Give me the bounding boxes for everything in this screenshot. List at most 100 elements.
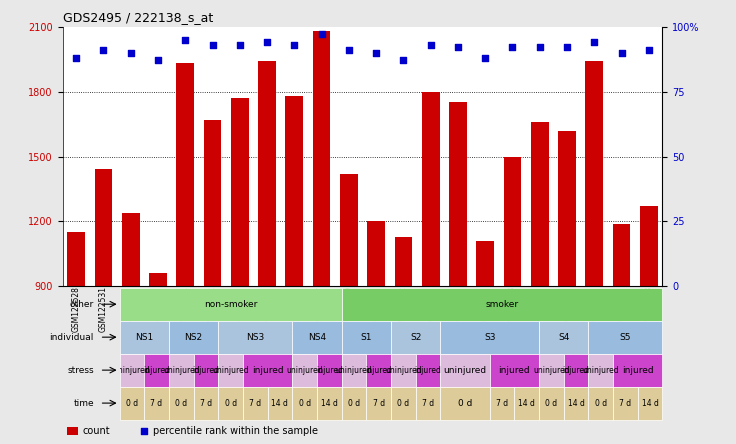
Bar bbox=[613, 353, 662, 387]
Bar bbox=[149, 274, 167, 286]
Text: injured: injured bbox=[622, 365, 654, 375]
Text: uninjured: uninjured bbox=[533, 365, 570, 375]
Point bbox=[71, 54, 82, 61]
Text: 0 d: 0 d bbox=[595, 399, 606, 408]
Text: uninjured: uninjured bbox=[385, 365, 422, 375]
Bar bbox=[588, 321, 662, 353]
Bar bbox=[219, 387, 243, 420]
Text: injured: injured bbox=[252, 365, 283, 375]
Point bbox=[138, 427, 150, 434]
Text: non-smoker: non-smoker bbox=[204, 300, 258, 309]
Text: 0 d: 0 d bbox=[458, 399, 473, 408]
Text: 0 d: 0 d bbox=[299, 399, 311, 408]
Point bbox=[370, 49, 382, 56]
Bar bbox=[539, 321, 588, 353]
Bar bbox=[194, 387, 219, 420]
Point bbox=[343, 47, 355, 54]
Bar bbox=[144, 353, 169, 387]
Bar bbox=[449, 103, 467, 286]
Point bbox=[452, 44, 464, 51]
Text: 7 d: 7 d bbox=[496, 399, 508, 408]
Point bbox=[261, 39, 273, 46]
Text: 7 d: 7 d bbox=[619, 399, 631, 408]
Bar bbox=[440, 353, 489, 387]
Point bbox=[561, 44, 573, 51]
Bar bbox=[313, 31, 330, 286]
Text: NS4: NS4 bbox=[308, 333, 326, 342]
Point bbox=[207, 41, 219, 48]
Bar bbox=[613, 387, 637, 420]
Point bbox=[152, 57, 164, 64]
Text: other: other bbox=[70, 300, 94, 309]
Bar bbox=[268, 387, 292, 420]
Bar bbox=[637, 387, 662, 420]
Point bbox=[479, 54, 491, 61]
Text: 7 d: 7 d bbox=[250, 399, 261, 408]
Text: uninjured: uninjured bbox=[443, 365, 486, 375]
Text: 7 d: 7 d bbox=[372, 399, 385, 408]
Bar bbox=[440, 387, 489, 420]
Text: uninjured: uninjured bbox=[582, 365, 619, 375]
Bar bbox=[342, 288, 662, 321]
Text: 14 d: 14 d bbox=[321, 399, 338, 408]
Point bbox=[98, 47, 110, 54]
Text: injured: injured bbox=[414, 365, 442, 375]
Bar bbox=[503, 157, 521, 286]
Bar bbox=[489, 387, 514, 420]
Bar bbox=[119, 387, 144, 420]
Point bbox=[125, 49, 137, 56]
Bar bbox=[169, 321, 219, 353]
Text: S2: S2 bbox=[410, 333, 421, 342]
Bar bbox=[119, 353, 144, 387]
Bar bbox=[67, 232, 85, 286]
Text: S3: S3 bbox=[484, 333, 495, 342]
Bar bbox=[422, 91, 439, 286]
Bar bbox=[231, 98, 249, 286]
Point bbox=[180, 36, 191, 43]
Text: NS1: NS1 bbox=[135, 333, 153, 342]
Bar bbox=[342, 387, 367, 420]
Point bbox=[506, 44, 518, 51]
Bar bbox=[169, 353, 194, 387]
Text: S1: S1 bbox=[361, 333, 372, 342]
Text: GDS2495 / 222138_s_at: GDS2495 / 222138_s_at bbox=[63, 11, 213, 24]
Bar bbox=[204, 120, 222, 286]
Bar bbox=[367, 222, 385, 286]
Bar bbox=[391, 387, 416, 420]
Bar bbox=[169, 387, 194, 420]
Text: injured: injured bbox=[365, 365, 392, 375]
Bar bbox=[194, 353, 219, 387]
Bar bbox=[292, 321, 342, 353]
Point bbox=[316, 31, 328, 38]
Bar bbox=[558, 131, 576, 286]
Point bbox=[588, 39, 600, 46]
Bar bbox=[416, 353, 440, 387]
Bar bbox=[531, 122, 548, 286]
Point bbox=[397, 57, 409, 64]
Text: stress: stress bbox=[67, 365, 94, 375]
Bar bbox=[564, 353, 588, 387]
Bar bbox=[394, 237, 412, 286]
Bar bbox=[564, 387, 588, 420]
Bar bbox=[342, 353, 367, 387]
Bar bbox=[340, 174, 358, 286]
Text: 0 d: 0 d bbox=[397, 399, 409, 408]
Bar bbox=[612, 224, 630, 286]
Bar bbox=[177, 63, 194, 286]
Text: 0 d: 0 d bbox=[175, 399, 187, 408]
Text: count: count bbox=[82, 425, 110, 436]
Bar bbox=[391, 353, 416, 387]
Text: percentile rank within the sample: percentile rank within the sample bbox=[153, 425, 318, 436]
Bar bbox=[514, 387, 539, 420]
Bar bbox=[588, 353, 613, 387]
Text: 0 d: 0 d bbox=[545, 399, 557, 408]
Text: individual: individual bbox=[49, 333, 94, 342]
Bar bbox=[640, 206, 658, 286]
Text: uninjured: uninjured bbox=[163, 365, 199, 375]
Bar bbox=[243, 387, 268, 420]
Bar bbox=[243, 353, 292, 387]
Bar bbox=[95, 170, 113, 286]
Bar bbox=[416, 387, 440, 420]
Bar bbox=[391, 321, 440, 353]
Bar bbox=[585, 61, 603, 286]
